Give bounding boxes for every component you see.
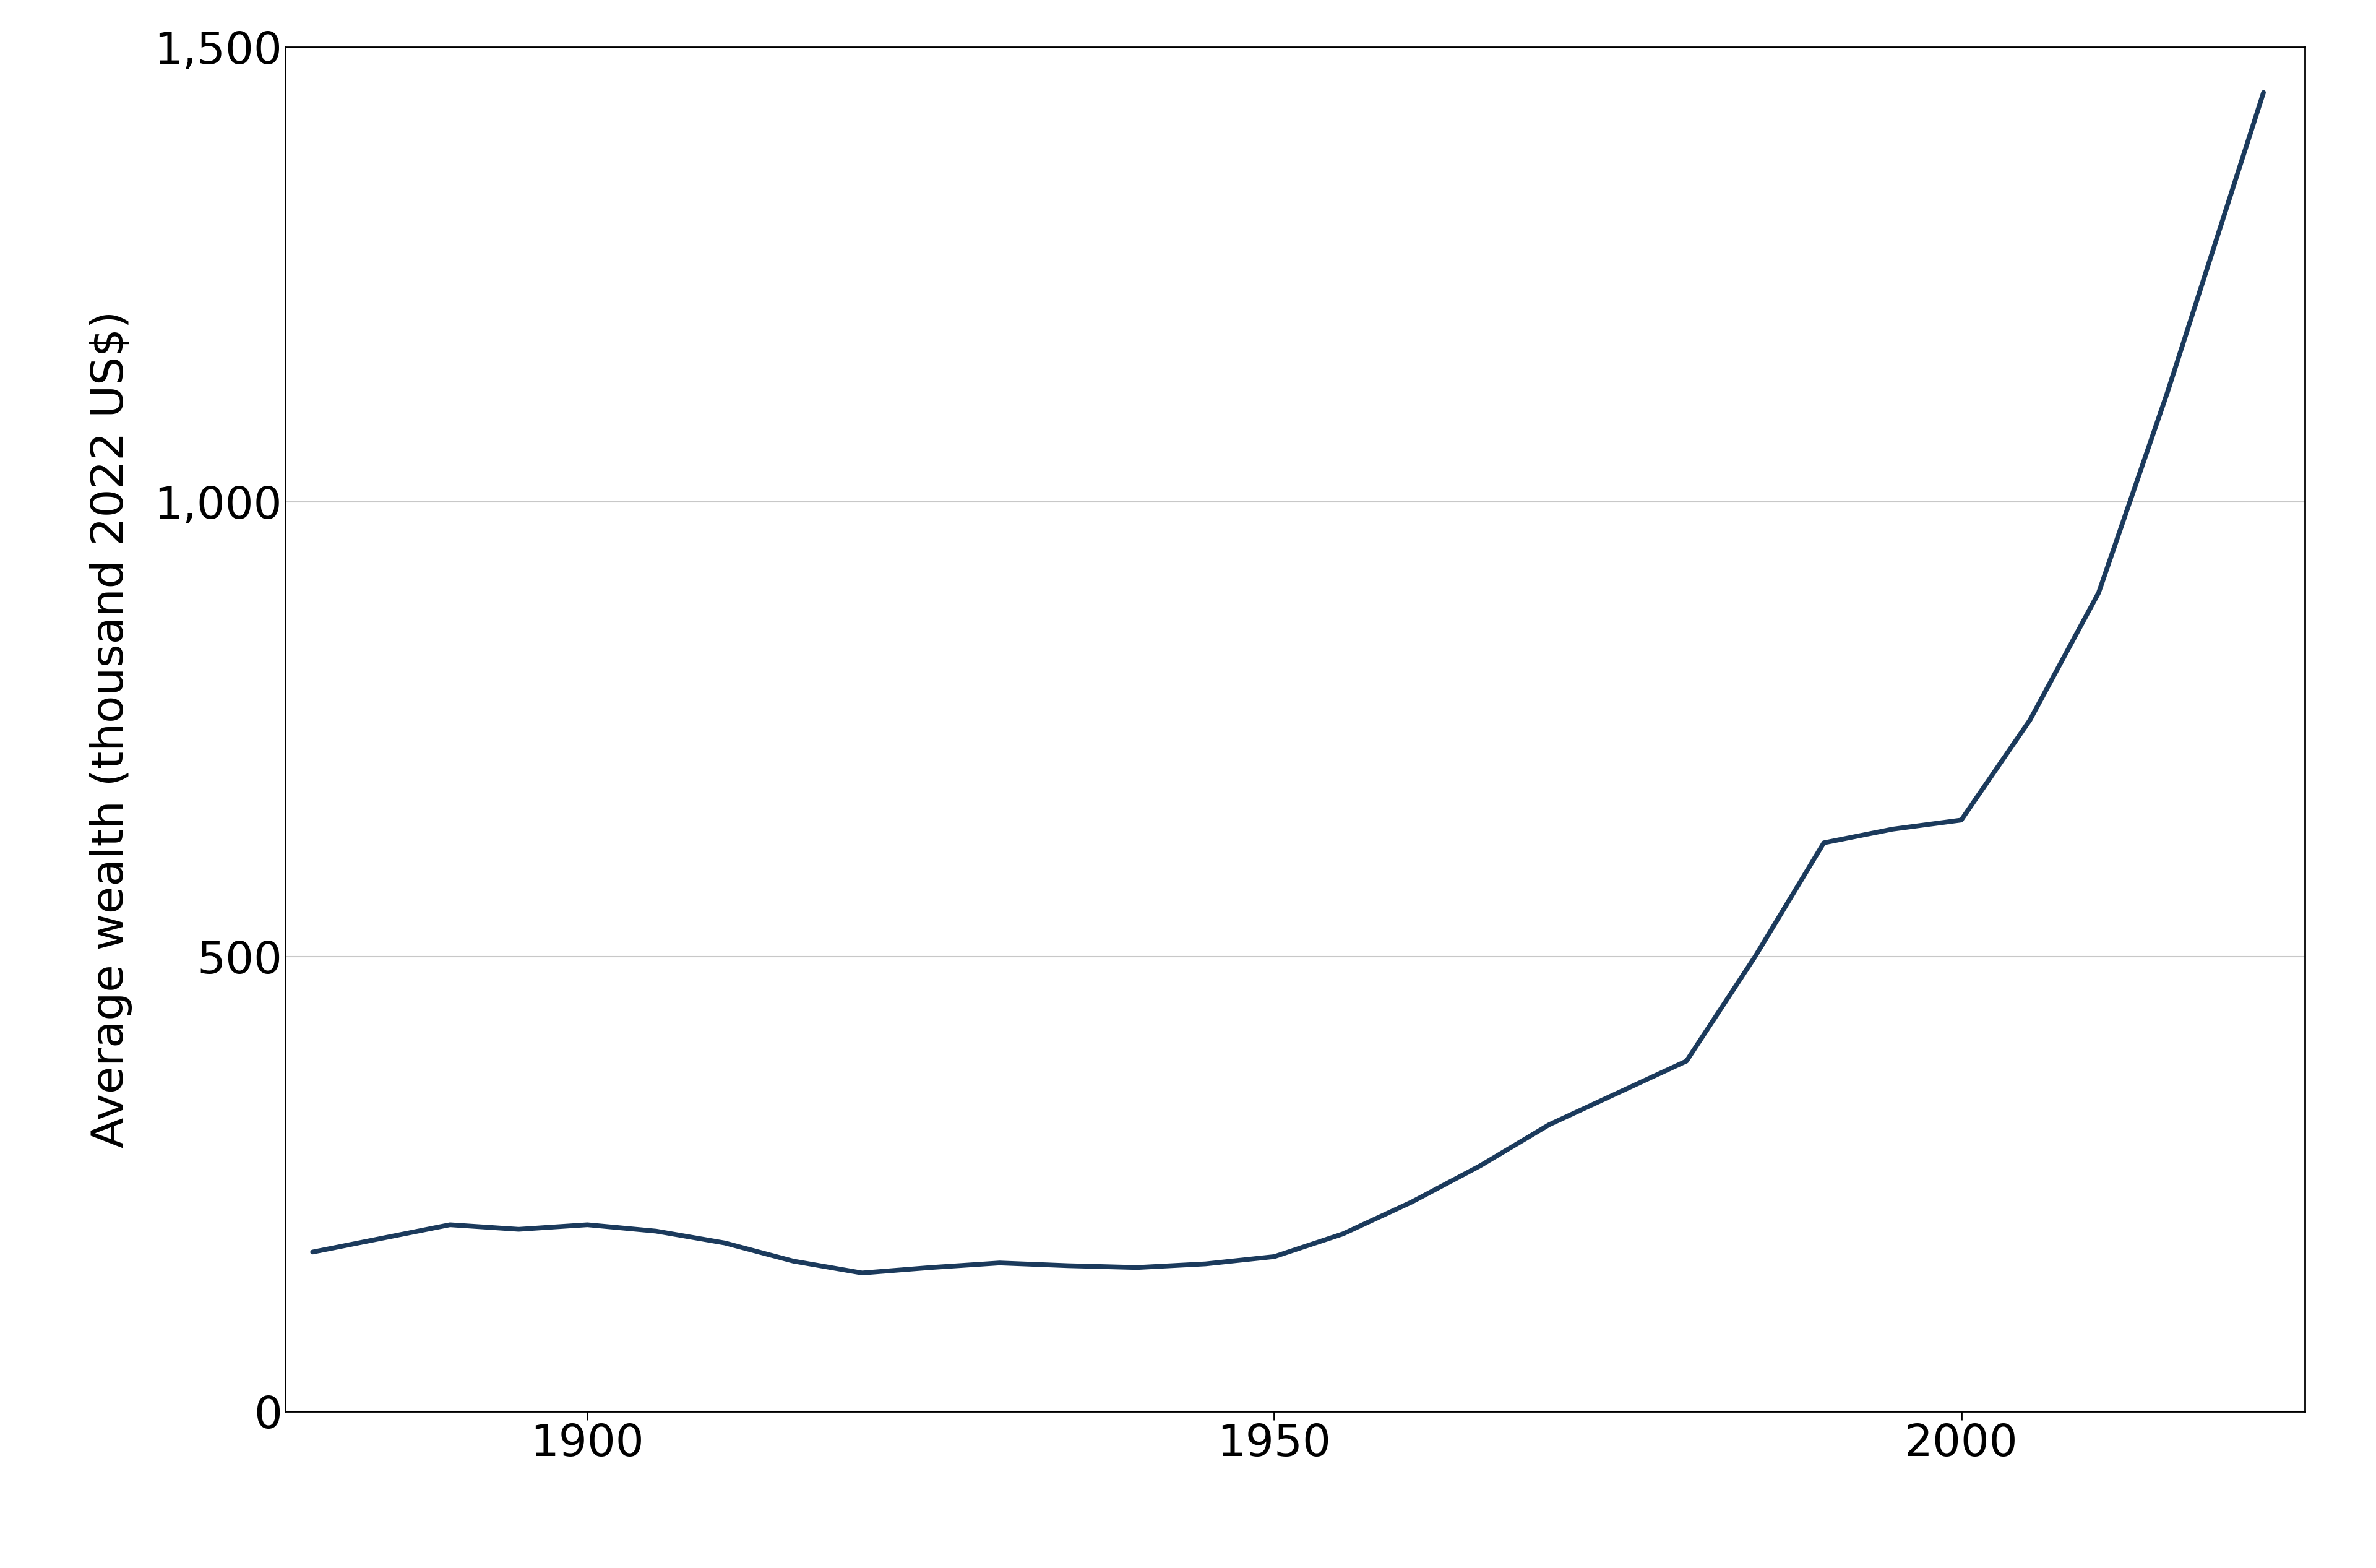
- Y-axis label: Average wealth (thousand 2022 US$): Average wealth (thousand 2022 US$): [90, 310, 133, 1148]
